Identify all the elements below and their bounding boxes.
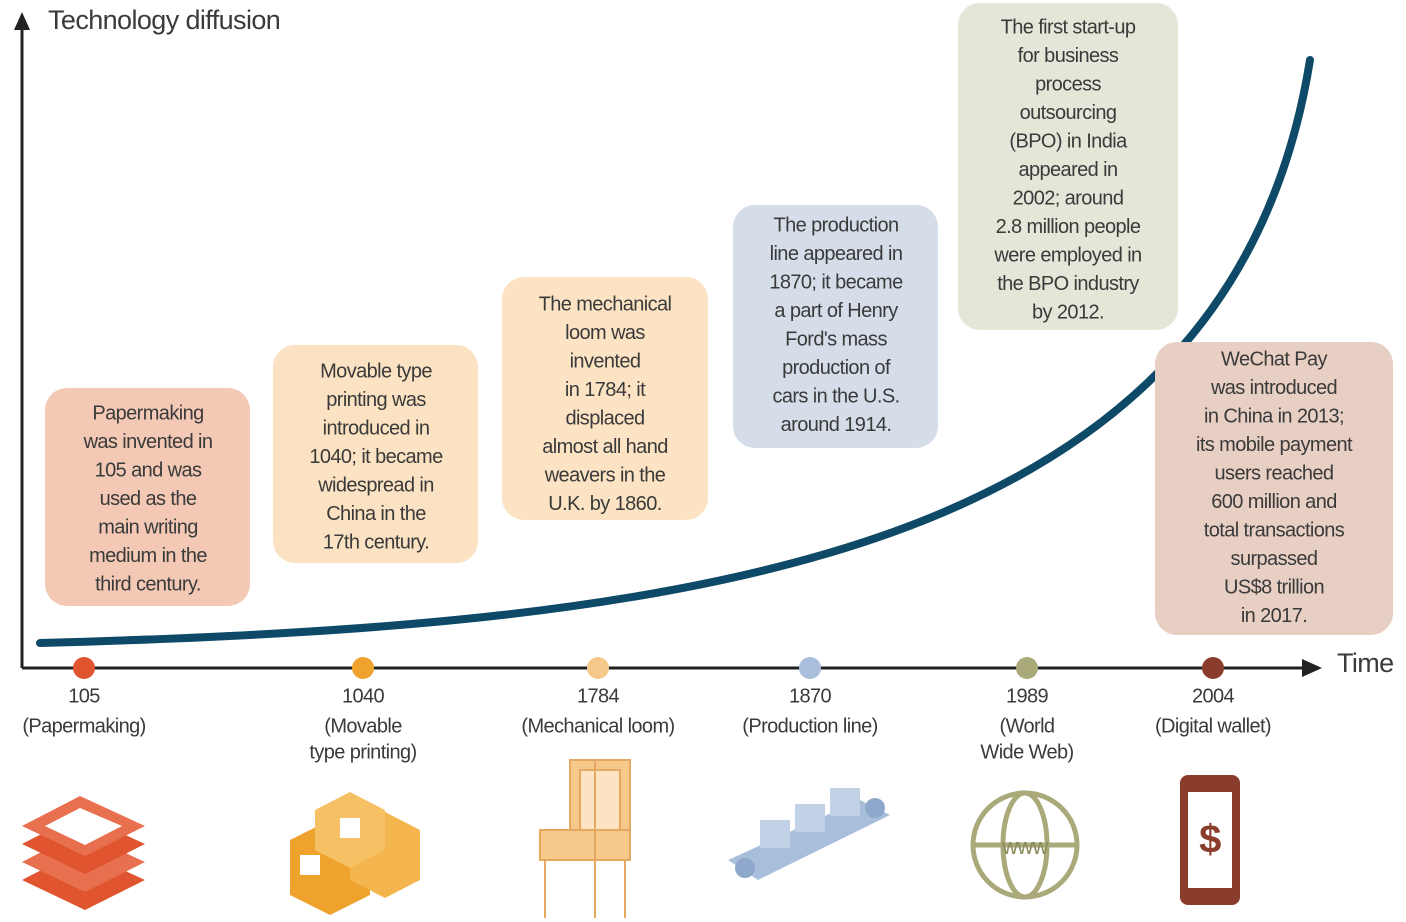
milestone-text: China in the (326, 503, 426, 525)
milestone-text: in 2017. (1241, 605, 1307, 627)
www-icon: www (973, 793, 1077, 897)
year-label: 1989 (1006, 685, 1049, 707)
milestone-text: invented (570, 350, 641, 372)
milestone-text: 1040; it became (309, 446, 443, 468)
milestone-text: production of (782, 357, 891, 379)
milestone-text: third century. (95, 573, 201, 595)
year-label: 1870 (789, 685, 832, 707)
milestone-text: weavers in the (544, 464, 666, 486)
production-line-icon (728, 788, 890, 880)
svg-text:$: $ (1199, 818, 1221, 862)
milestone-text: in China in 2013; (1204, 405, 1344, 427)
milestone-text: by 2012. (1032, 301, 1104, 323)
milestone-text: displaced (565, 407, 644, 429)
milestone-text: introduced in (323, 417, 430, 439)
timeline-dot (352, 657, 374, 679)
milestone-text: its mobile payment (1196, 434, 1353, 456)
milestone-text: The first start-up (1001, 16, 1136, 38)
milestone-text: outsourcing (1020, 102, 1117, 124)
milestone-text: 1870; it became (769, 271, 903, 293)
milestone-text: 105 and was (95, 459, 202, 481)
milestone-label: (Mechanical loom) (521, 715, 674, 737)
milestone-text: widespread in (317, 474, 434, 496)
milestone-text: main writing (98, 516, 198, 538)
milestone-text: line appeared in (770, 243, 903, 265)
milestone-text: The production (773, 214, 898, 236)
milestone-text: process (1035, 73, 1101, 95)
milestone-label: (Production line) (742, 715, 877, 737)
milestone-label: Wide Web) (980, 741, 1073, 763)
milestone-text: was invented in (83, 431, 213, 453)
milestone-text: 600 million and (1211, 491, 1337, 513)
milestone-text: were employed in (993, 244, 1141, 266)
y-axis-label: Technology diffusion (48, 5, 280, 35)
printing-icon (290, 792, 420, 915)
milestone-text: US$8 trillion (1224, 576, 1324, 598)
milestone-text: Ford's mass (785, 328, 887, 350)
milestone-text: cars in the U.S. (772, 385, 899, 407)
milestone-text: around 1914. (781, 414, 892, 436)
milestone-text: Papermaking (92, 402, 203, 424)
milestone-text: WeChat Pay (1221, 348, 1328, 370)
milestone-text: was introduced (1210, 377, 1337, 399)
digital-wallet-icon: $ (1180, 775, 1240, 905)
timeline-dot (587, 657, 609, 679)
milestone-text: (BPO) in India (1009, 130, 1128, 152)
milestone-text: a part of Henry (774, 300, 898, 322)
timeline-dot (73, 657, 95, 679)
milestone-label: (Papermaking) (22, 715, 145, 737)
milestone-label: (World (1000, 715, 1055, 737)
milestone-text: surpassed (1231, 548, 1318, 570)
milestone-label: (Digital wallet) (1155, 715, 1271, 737)
year-label: 2004 (1192, 685, 1235, 707)
milestone-text: for business (1018, 45, 1119, 67)
milestone-text: almost all hand (542, 436, 668, 458)
milestone-text: loom was (565, 322, 645, 344)
milestone-text: printing was (326, 389, 426, 411)
milestone-text: 2002; around (1013, 187, 1124, 209)
milestone-text: appeared in (1018, 159, 1117, 181)
year-label: 1784 (577, 685, 620, 707)
milestone-text: in 1784; it (565, 379, 646, 401)
year-label: 1040 (342, 685, 385, 707)
diagram: Technology diffusion Time Papermaking was… (0, 0, 1406, 922)
milestone-text: the BPO industry (997, 273, 1139, 295)
milestone-text: 17th century. (323, 531, 429, 553)
milestone-box (733, 205, 938, 448)
milestone-text: 2.8 million people (996, 216, 1141, 238)
x-axis-label: Time (1337, 648, 1394, 678)
milestone-label: (Movable (324, 715, 402, 737)
papermaking-icon (22, 796, 145, 910)
svg-text:www: www (1001, 834, 1049, 859)
milestone-text: users reached (1215, 462, 1334, 484)
milestone-boxes: Papermaking was invented in 105 and was use… (45, 3, 1393, 635)
timeline-dot (1202, 657, 1224, 679)
milestone-text: Movable type (320, 360, 432, 382)
milestone-text: The mechanical (539, 293, 672, 315)
milestone-label: type printing) (309, 741, 416, 763)
milestone-text: U.K. by 1860. (548, 493, 661, 515)
x-axis-arrow (1302, 659, 1322, 677)
y-axis-arrow (14, 12, 30, 30)
milestone-text: used as the (100, 488, 197, 510)
year-label: 105 (68, 685, 100, 707)
timeline-dot (799, 657, 821, 679)
loom-icon (540, 760, 630, 918)
milestone-text: medium in the (89, 545, 207, 567)
timeline-dot (1016, 657, 1038, 679)
milestone-text: total transactions (1204, 519, 1345, 541)
